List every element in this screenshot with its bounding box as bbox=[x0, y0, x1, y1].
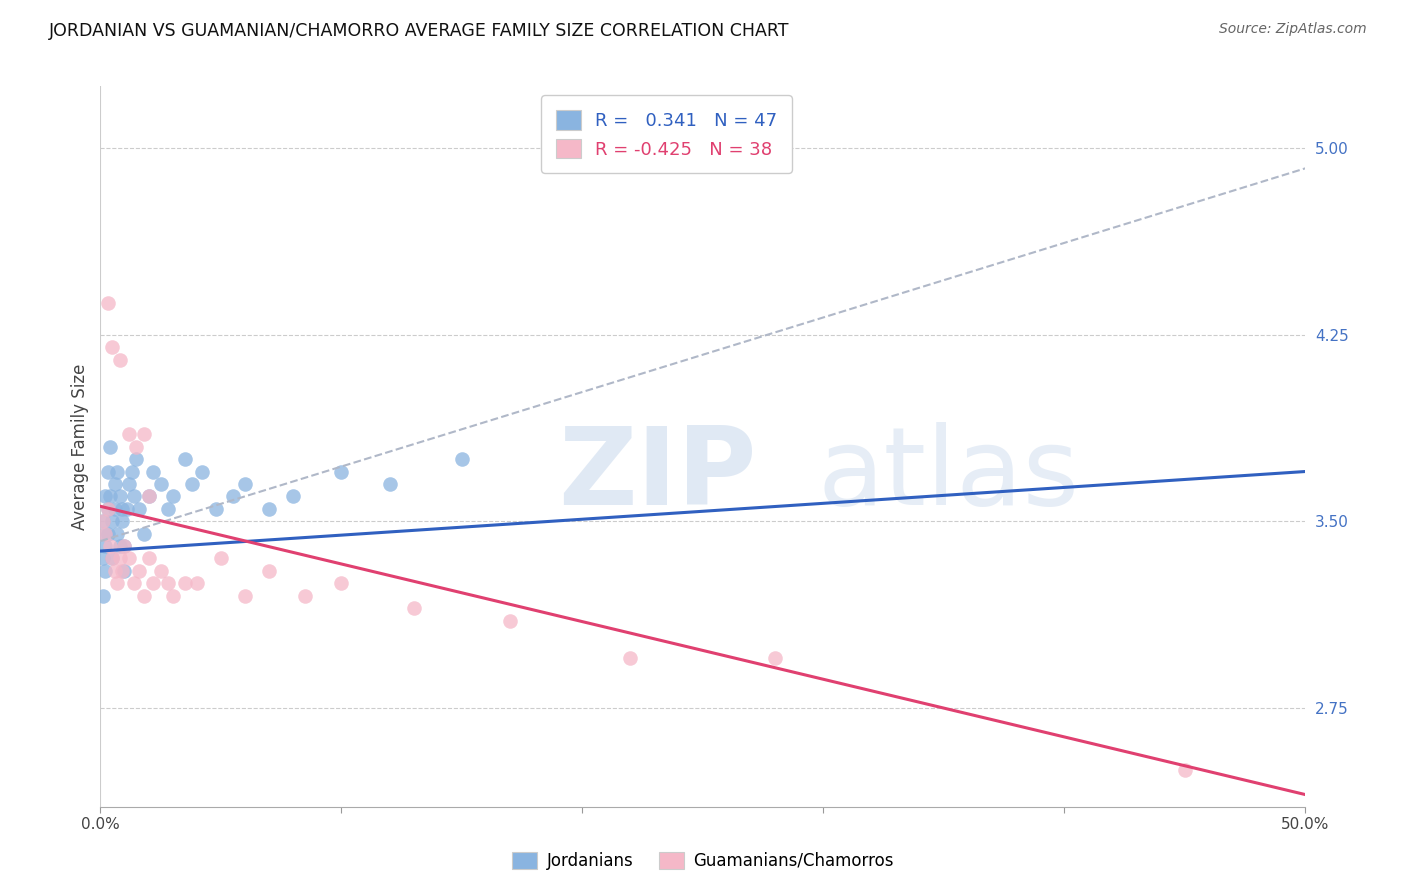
Point bbox=[101, 551, 124, 566]
Point bbox=[97, 465, 120, 479]
Point bbox=[128, 501, 150, 516]
Point bbox=[105, 465, 128, 479]
Point bbox=[91, 514, 114, 528]
Point bbox=[378, 477, 401, 491]
Point bbox=[499, 614, 522, 628]
Point bbox=[118, 477, 141, 491]
Point bbox=[97, 501, 120, 516]
Point bbox=[149, 477, 172, 491]
Point bbox=[162, 589, 184, 603]
Point bbox=[281, 489, 304, 503]
Point bbox=[121, 465, 143, 479]
Point bbox=[94, 539, 117, 553]
Point bbox=[222, 489, 245, 503]
Point bbox=[111, 514, 134, 528]
Point bbox=[138, 551, 160, 566]
Point bbox=[450, 452, 472, 467]
Point bbox=[101, 551, 124, 566]
Point bbox=[205, 501, 228, 516]
Point bbox=[330, 465, 353, 479]
Point bbox=[101, 340, 124, 354]
Point bbox=[91, 589, 114, 603]
Point bbox=[233, 589, 256, 603]
Text: JORDANIAN VS GUAMANIAN/CHAMORRO AVERAGE FAMILY SIZE CORRELATION CHART: JORDANIAN VS GUAMANIAN/CHAMORRO AVERAGE … bbox=[49, 22, 790, 40]
Point bbox=[330, 576, 353, 591]
Point bbox=[108, 352, 131, 367]
Point bbox=[118, 551, 141, 566]
Legend: Jordanians, Guamanians/Chamorros: Jordanians, Guamanians/Chamorros bbox=[505, 845, 901, 877]
Point bbox=[108, 539, 131, 553]
Point bbox=[94, 526, 117, 541]
Point bbox=[257, 564, 280, 578]
Point bbox=[132, 526, 155, 541]
Point bbox=[97, 526, 120, 541]
Point bbox=[105, 526, 128, 541]
Point bbox=[763, 651, 786, 665]
Point bbox=[111, 564, 134, 578]
Point bbox=[98, 539, 121, 553]
Point bbox=[98, 440, 121, 454]
Point bbox=[114, 539, 136, 553]
Point bbox=[122, 576, 145, 591]
Point bbox=[114, 539, 136, 553]
Point bbox=[190, 465, 212, 479]
Point bbox=[138, 489, 160, 503]
Point bbox=[125, 452, 148, 467]
Point bbox=[142, 465, 165, 479]
Point bbox=[181, 477, 204, 491]
Point bbox=[209, 551, 232, 566]
Point bbox=[294, 589, 316, 603]
Point bbox=[104, 477, 127, 491]
Point bbox=[111, 501, 134, 516]
Point bbox=[173, 452, 195, 467]
Point bbox=[91, 514, 114, 528]
Point bbox=[149, 564, 172, 578]
Point bbox=[94, 564, 117, 578]
Point bbox=[156, 501, 179, 516]
Point bbox=[114, 564, 136, 578]
Point bbox=[118, 427, 141, 442]
Point bbox=[94, 526, 117, 541]
Point bbox=[402, 601, 425, 615]
Legend: R =   0.341   N = 47, R = -0.425   N = 38: R = 0.341 N = 47, R = -0.425 N = 38 bbox=[541, 95, 792, 173]
Point bbox=[142, 576, 165, 591]
Point bbox=[105, 576, 128, 591]
Point bbox=[186, 576, 208, 591]
Text: Source: ZipAtlas.com: Source: ZipAtlas.com bbox=[1219, 22, 1367, 37]
Point bbox=[104, 564, 127, 578]
Point bbox=[257, 501, 280, 516]
Point bbox=[132, 427, 155, 442]
Point bbox=[156, 576, 179, 591]
Point bbox=[128, 564, 150, 578]
Point bbox=[162, 489, 184, 503]
Point bbox=[91, 551, 114, 566]
Point bbox=[173, 576, 195, 591]
Point bbox=[233, 477, 256, 491]
Point bbox=[101, 514, 124, 528]
Point bbox=[125, 440, 148, 454]
Point bbox=[122, 489, 145, 503]
Point bbox=[115, 501, 138, 516]
Point bbox=[97, 501, 120, 516]
Point bbox=[108, 489, 131, 503]
Point bbox=[138, 489, 160, 503]
Text: atlas: atlas bbox=[817, 423, 1080, 528]
Point bbox=[132, 589, 155, 603]
Y-axis label: Average Family Size: Average Family Size bbox=[72, 363, 89, 530]
Point bbox=[619, 651, 641, 665]
Text: ZIP: ZIP bbox=[558, 423, 756, 528]
Point bbox=[94, 489, 117, 503]
Point bbox=[97, 295, 120, 310]
Point bbox=[108, 551, 131, 566]
Point bbox=[104, 501, 127, 516]
Point bbox=[1174, 763, 1197, 777]
Point bbox=[98, 489, 121, 503]
